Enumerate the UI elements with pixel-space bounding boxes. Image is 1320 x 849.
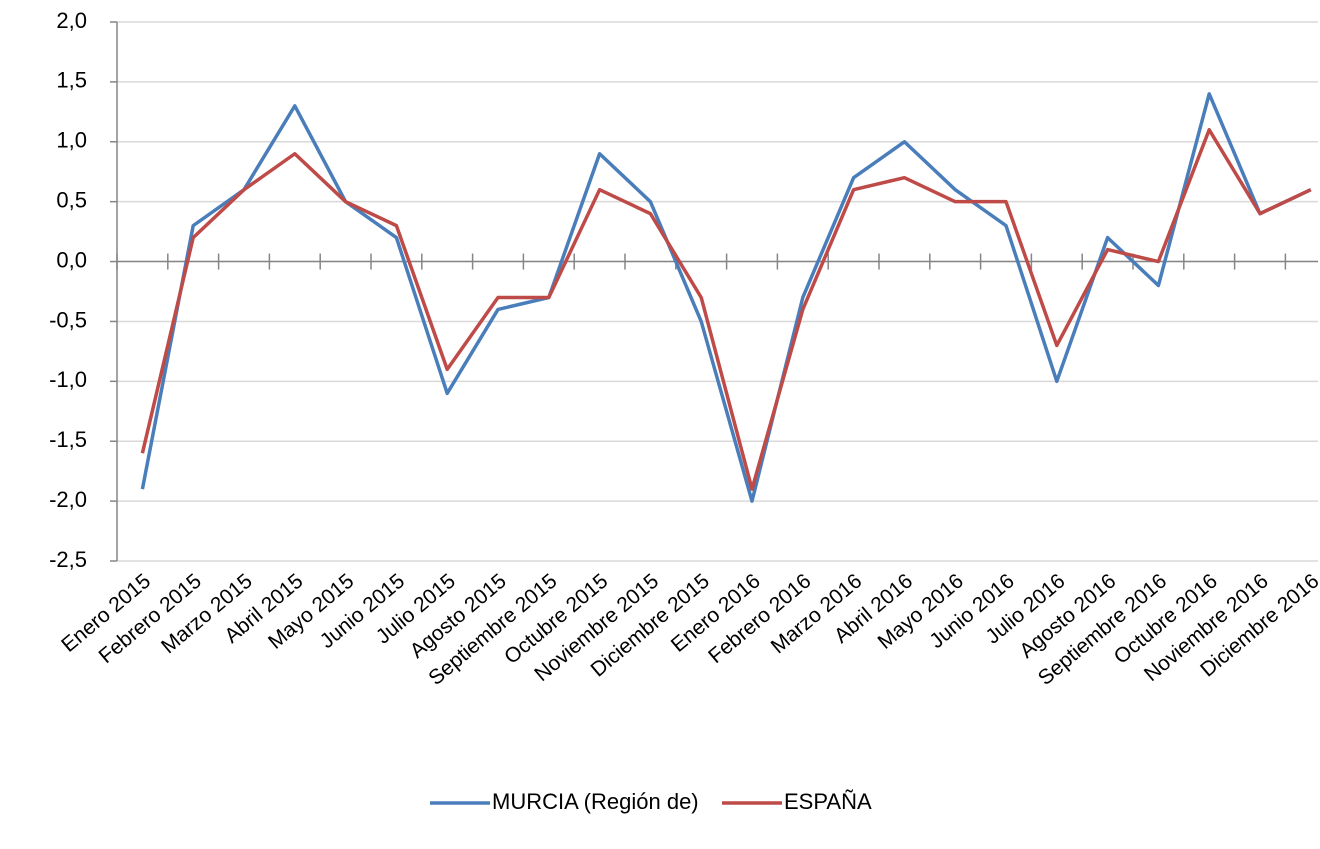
y-tick-label: -2,0: [49, 487, 87, 512]
legend-label: ESPAÑA: [784, 789, 872, 814]
y-tick-label: -2,5: [49, 547, 87, 572]
series-line: [140, 92, 1312, 503]
y-tick-label: 2,0: [56, 8, 87, 33]
y-tick-label: -1,5: [49, 427, 87, 452]
y-tick-label: 1,5: [56, 68, 87, 93]
y-tick-label: -1,0: [49, 367, 87, 392]
series-line: [140, 128, 1312, 491]
y-tick-label: 0,0: [56, 247, 87, 272]
legend-label: MURCIA (Región de): [492, 789, 699, 814]
y-tick-label: 0,5: [56, 187, 87, 212]
y-tick-label: 1,0: [56, 128, 87, 153]
y-tick-label: -0,5: [49, 307, 87, 332]
